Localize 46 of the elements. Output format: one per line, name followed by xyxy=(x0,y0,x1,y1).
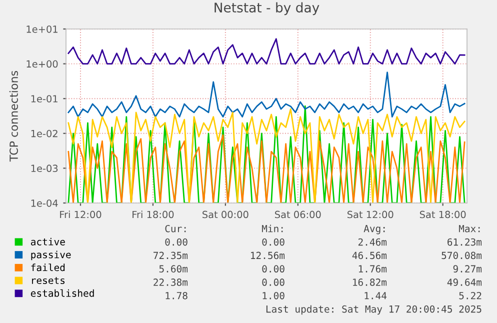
text: Last update: Sat May 17 20:00:45 2025 xyxy=(266,305,482,315)
text: 22.38m xyxy=(154,278,188,286)
x-tick-label: Sat 12:00 xyxy=(347,210,394,218)
legend-label: active xyxy=(30,238,65,246)
text: Max: xyxy=(458,225,480,232)
text: 1.44 xyxy=(364,292,387,300)
text: 12.56m xyxy=(251,252,285,260)
y-tick-label: 1e+01 xyxy=(26,25,58,33)
y-tick-label: 1e-01 xyxy=(31,95,58,102)
text: 0.00 xyxy=(262,238,284,246)
text: 0.00 xyxy=(165,238,188,246)
text: Cur: xyxy=(165,224,186,232)
y-tick-label: 1e-04 xyxy=(31,199,58,207)
text: 72.35m xyxy=(154,252,188,260)
legend-label: failed xyxy=(31,264,65,272)
text: 16.82m xyxy=(353,278,387,286)
legend-label: passive xyxy=(31,250,71,260)
y-tick-label: 1e+00 xyxy=(26,60,58,68)
text: Avg: xyxy=(364,225,385,234)
text: 1.76m xyxy=(358,265,387,273)
text: 570.08m xyxy=(442,252,482,260)
text: 61.23m xyxy=(448,238,482,246)
line-series xyxy=(68,38,466,64)
text: 5.60m xyxy=(159,265,188,273)
text: Min: xyxy=(262,224,283,232)
text: 46.56m xyxy=(352,252,387,260)
text: 0.00 xyxy=(262,265,284,273)
text: 1.00 xyxy=(262,292,284,300)
x-tick-label: Fri 12:00 xyxy=(60,210,102,218)
text: 2.46m xyxy=(358,238,387,246)
legend-label: resets xyxy=(32,277,65,284)
y-axis-title: TCP connections xyxy=(9,70,18,162)
text: 5.22 xyxy=(459,292,482,300)
legend-label: established xyxy=(30,289,94,297)
text: 9.27m xyxy=(453,265,482,273)
text: 49.64m xyxy=(447,278,482,286)
x-tick-label: Sat 18:00 xyxy=(420,210,466,218)
line-series xyxy=(68,72,466,118)
chart-title: Netstat - by day xyxy=(214,2,320,16)
text: 1.78 xyxy=(166,292,188,300)
x-tick-label: Sat 00:00 xyxy=(202,210,248,218)
x-tick-label: Fri 18:00 xyxy=(132,210,174,218)
text: 0.00 xyxy=(262,278,284,286)
y-tick-label: 1e-03 xyxy=(31,164,58,172)
x-tick-label: Sat 06:00 xyxy=(275,210,321,218)
y-tick-label: 1e-02 xyxy=(31,130,58,138)
